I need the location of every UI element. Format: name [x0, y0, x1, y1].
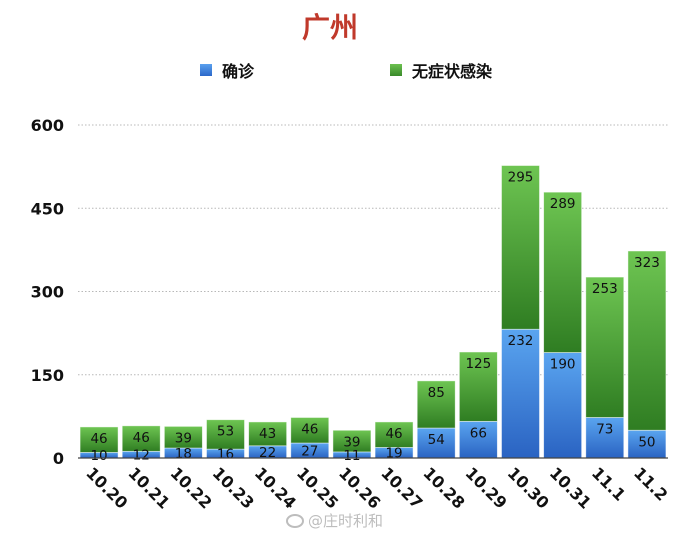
x-tick-label: 10.26: [335, 463, 384, 512]
data-label-asymptomatic: 289: [550, 196, 576, 212]
data-label-asymptomatic: 39: [343, 434, 360, 450]
data-label-asymptomatic: 253: [592, 281, 618, 297]
bar-asymptomatic: [121, 425, 161, 452]
watermark: @庄时利和: [286, 510, 383, 531]
x-tick-label: 10.28: [419, 463, 468, 512]
data-label-confirmed: 66: [470, 425, 487, 441]
bar-asymptomatic: [163, 425, 203, 449]
x-tick-label: 10.29: [462, 463, 511, 512]
data-label-confirmed: 54: [428, 432, 445, 448]
legend-item-asymptomatic: 无症状感染: [390, 58, 492, 82]
data-label-confirmed: 22: [259, 445, 276, 461]
y-tick-label: 150: [31, 366, 64, 385]
legend-swatch-confirmed: [200, 64, 212, 76]
bar-asymptomatic: [290, 417, 330, 444]
data-label-asymptomatic: 53: [217, 424, 234, 440]
x-tick-label: 10.24: [251, 463, 300, 512]
data-label-asymptomatic: 43: [259, 426, 276, 442]
bar-confirmed: [501, 328, 540, 459]
bar-confirmed: [543, 352, 583, 459]
data-label-asymptomatic: 85: [428, 385, 445, 401]
chart-title: 广州: [301, 11, 358, 44]
bar-confirmed: [416, 427, 456, 459]
x-tick-label: 10.30: [504, 463, 553, 512]
x-tick-label: 10.31: [546, 463, 595, 512]
x-tick-label: 10.20: [82, 463, 131, 512]
y-tick-label: 600: [31, 116, 64, 135]
bar-asymptomatic: [332, 429, 372, 453]
data-label-confirmed: 18: [175, 446, 192, 462]
watermark-text: @庄时利和: [308, 512, 384, 530]
legend-label-confirmed: 确诊: [222, 62, 255, 81]
bar-asymptomatic: [501, 165, 540, 330]
x-tick-label: 10.21: [124, 463, 173, 512]
data-label-confirmed: 19: [385, 446, 402, 462]
legend: 确诊 无症状感染: [0, 58, 690, 82]
weibo-icon: [286, 513, 304, 528]
bar-asymptomatic: [416, 380, 456, 429]
data-label-asymptomatic: 125: [465, 356, 491, 372]
bar-asymptomatic: [543, 191, 583, 353]
y-tick-label: 300: [31, 283, 64, 302]
bar-confirmed: [458, 420, 498, 459]
data-label-confirmed: 10: [90, 448, 107, 464]
x-tick-label: 10.27: [377, 463, 426, 512]
legend-item-confirmed: 确诊: [200, 58, 254, 82]
data-label-confirmed: 73: [596, 421, 613, 437]
x-tick-label: 10.23: [209, 463, 258, 512]
x-tick-label: 10.25: [293, 463, 342, 512]
data-label-asymptomatic: 323: [634, 255, 660, 271]
data-label-asymptomatic: 46: [133, 430, 150, 446]
legend-swatch-asymptomatic: [390, 64, 402, 76]
data-label-confirmed: 190: [550, 357, 576, 373]
data-label-asymptomatic: 46: [90, 431, 107, 447]
data-label-asymptomatic: 39: [175, 430, 192, 446]
data-label-confirmed: 232: [508, 333, 534, 349]
y-tick-label: 0: [53, 449, 64, 468]
bar-asymptomatic: [79, 426, 119, 453]
y-tick-label: 450: [31, 199, 64, 218]
bar-asymptomatic: [585, 276, 625, 418]
data-label-confirmed: 11: [343, 448, 360, 464]
x-tick-label: 11.2: [630, 463, 671, 504]
bar-asymptomatic: [248, 421, 288, 447]
data-label-confirmed: 12: [133, 448, 150, 464]
data-label-asymptomatic: 295: [508, 170, 534, 186]
legend-label-asymptomatic: 无症状感染: [412, 62, 493, 81]
x-tick-label: 10.22: [167, 463, 216, 512]
bar-asymptomatic: [458, 351, 498, 422]
bar-asymptomatic: [206, 419, 245, 450]
data-label-confirmed: 16: [217, 447, 234, 463]
bar-asymptomatic: [374, 421, 414, 448]
data-label-asymptomatic: 46: [301, 421, 318, 437]
bar-asymptomatic: [627, 250, 667, 431]
data-label-confirmed: 50: [638, 434, 655, 450]
data-label-asymptomatic: 46: [385, 426, 402, 442]
data-label-confirmed: 27: [301, 444, 318, 460]
